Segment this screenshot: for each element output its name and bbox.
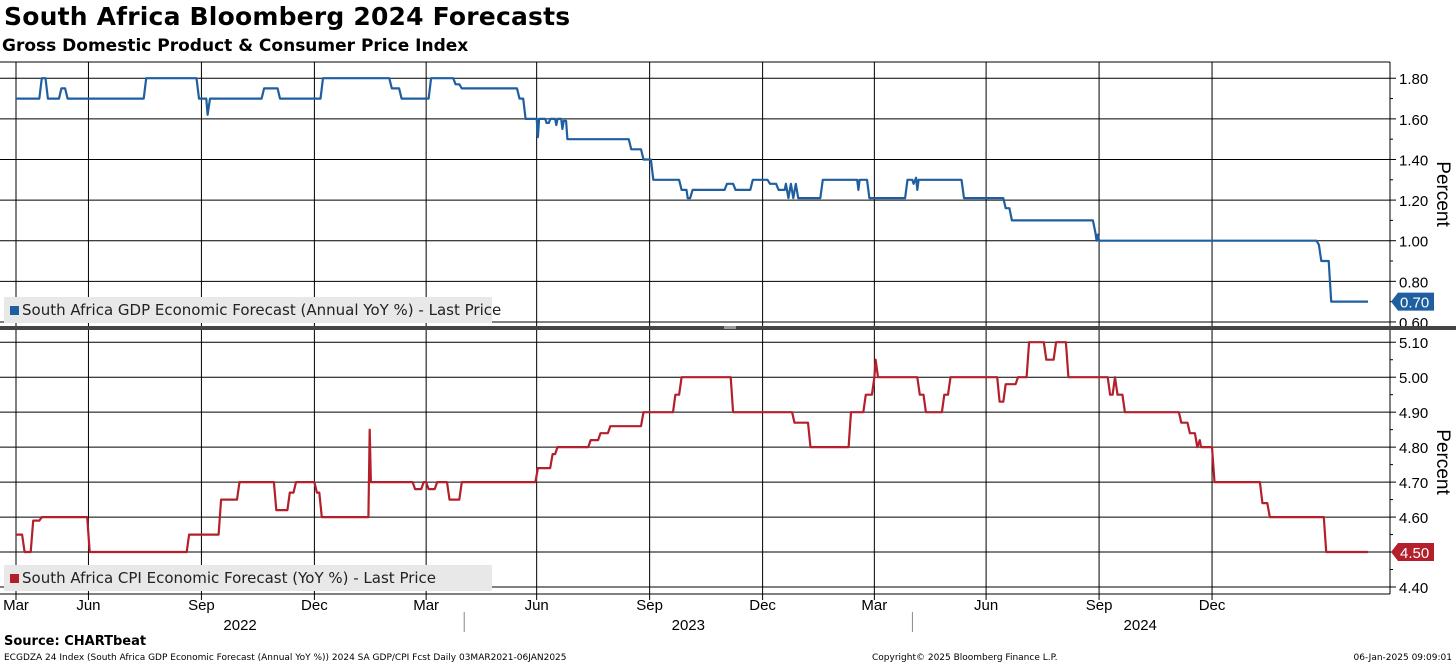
year-label: 2023 bbox=[672, 617, 705, 634]
cpi-panel-series-line bbox=[16, 341, 1368, 554]
y-axis-label: Percent bbox=[1432, 429, 1453, 495]
x-tick-label: Jun bbox=[974, 597, 998, 614]
y-tick-label: 4.60 bbox=[1399, 510, 1428, 527]
y-tick-label: 0.80 bbox=[1399, 274, 1428, 291]
legend-box bbox=[4, 565, 492, 591]
source-note: Source: CHARTbeat bbox=[4, 634, 147, 649]
last-price-tag bbox=[1391, 292, 1434, 311]
x-axis: Mar Jun Sep Dec Mar Jun Sep Dec Mar Jun Sep Dec 2022… bbox=[0, 593, 1390, 634]
y-tick-label: 1.00 bbox=[1399, 234, 1428, 251]
legend-label: South Africa CPI Economic Forecast (YoY … bbox=[22, 569, 436, 587]
y-tick-label: 4.90 bbox=[1399, 405, 1428, 422]
last-price-value: 4.50 bbox=[1400, 545, 1429, 562]
gdp-panel-series-line bbox=[16, 77, 1368, 303]
y-tick-label: 4.40 bbox=[1399, 580, 1428, 597]
chart-title: South Africa Bloomberg 2024 Forecasts bbox=[4, 2, 571, 31]
y-tick-label: 5.00 bbox=[1399, 370, 1428, 387]
y-tick-label: 1.40 bbox=[1399, 152, 1428, 169]
x-tick-label: Mar bbox=[3, 597, 29, 614]
x-tick-label: Sep bbox=[188, 597, 215, 614]
year-label: 2024 bbox=[1124, 617, 1157, 634]
x-tick-label: Dec bbox=[1199, 597, 1226, 614]
y-tick-label: 4.70 bbox=[1399, 475, 1428, 492]
panel-divider-handle bbox=[724, 326, 736, 329]
y-tick-label: 4.80 bbox=[1399, 440, 1428, 457]
legend-box bbox=[4, 297, 492, 323]
x-tick-label: Sep bbox=[636, 597, 663, 614]
y-tick-label: 1.20 bbox=[1399, 193, 1428, 210]
gdp-panel: 0.600.801.001.201.401.601.80Percent0.70S… bbox=[0, 62, 1453, 332]
legend-swatch bbox=[10, 574, 19, 583]
x-tick-label: Jun bbox=[525, 597, 549, 614]
x-tick-label: Dec bbox=[301, 597, 328, 614]
copyright-note: Copyright© 2025 Bloomberg Finance L.P. bbox=[872, 653, 1058, 663]
x-tick-label: Mar bbox=[861, 597, 887, 614]
legend-swatch bbox=[10, 306, 19, 315]
timestamp: 06-Jan-2025 09:09:01 bbox=[1353, 653, 1452, 663]
x-tick-label: Jun bbox=[76, 597, 100, 614]
x-tick-label: Mar bbox=[413, 597, 439, 614]
legend-label: South Africa GDP Economic Forecast (Annu… bbox=[22, 301, 501, 319]
y-tick-label: 5.10 bbox=[1399, 335, 1428, 352]
last-price-tag bbox=[1391, 543, 1434, 562]
last-price-value: 0.70 bbox=[1400, 295, 1429, 312]
x-tick-label: Sep bbox=[1086, 597, 1113, 614]
year-label: 2022 bbox=[223, 617, 256, 634]
x-tick-label: Dec bbox=[749, 597, 776, 614]
cpi-panel: 4.404.504.604.704.804.905.005.10Percent4… bbox=[0, 330, 1453, 597]
chart-subtitle: Gross Domestic Product & Consumer Price … bbox=[2, 36, 469, 56]
security-info: ECGDZA 24 Index (South Africa GDP Econom… bbox=[4, 653, 567, 663]
y-axis-label: Percent bbox=[1432, 161, 1453, 227]
y-tick-label: 1.60 bbox=[1399, 112, 1428, 129]
y-tick-label: 1.80 bbox=[1399, 71, 1428, 88]
